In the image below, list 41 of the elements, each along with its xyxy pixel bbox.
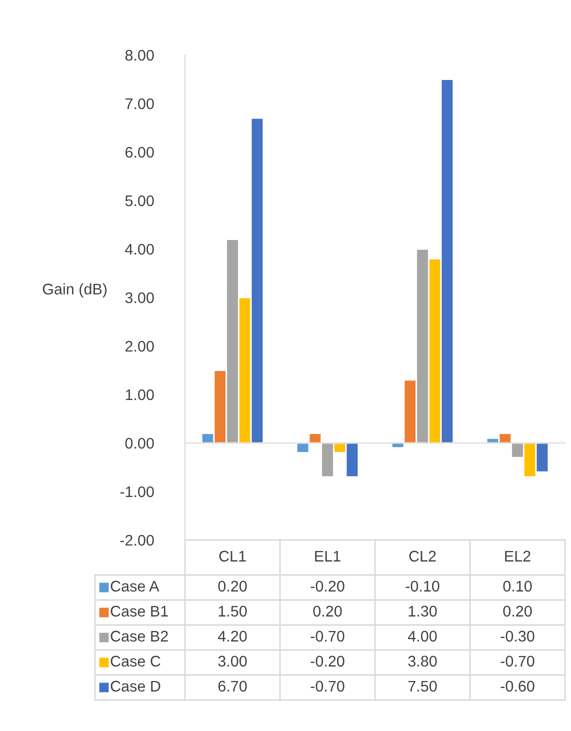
data-label: 0.10 [503, 580, 532, 592]
data-label: 1.30 [408, 606, 437, 617]
y-tick-label: 7.00 [125, 98, 154, 110]
y-tick-label: 1.00 [126, 389, 154, 400]
y-tick-label: 6.00 [125, 146, 154, 158]
x-tick-label: CL2 [409, 550, 436, 562]
data-label: -0.70 [310, 630, 344, 642]
y-tick-label: 5.00 [125, 195, 154, 206]
data-label: 1.50 [218, 606, 247, 617]
data-label: 0.20 [313, 606, 342, 617]
data-label: -0.10 [406, 580, 440, 592]
y-tick-label: 3.00 [125, 292, 154, 304]
data-label: 0.20 [503, 606, 532, 617]
data-label: -0.60 [500, 680, 534, 692]
data-label: 4.00 [408, 630, 437, 642]
data-label: 7.50 [408, 680, 437, 692]
y-tick-label: 8.00 [125, 50, 154, 61]
legend-label: Case A [110, 580, 160, 592]
data-label: 0.20 [218, 580, 247, 592]
data-label: -0.20 [310, 580, 344, 592]
legend-label: Case B1 [110, 606, 168, 617]
x-tick-label: CL1 [219, 550, 246, 562]
x-tick-label: EL2 [505, 550, 530, 562]
data-label: -0.70 [500, 656, 534, 667]
data-label: -0.20 [310, 656, 344, 667]
data-label: -0.30 [500, 630, 534, 642]
data-label: 6.70 [218, 680, 247, 692]
data-label: 3.00 [218, 656, 247, 667]
y-axis-title: Gain (dB) [42, 283, 107, 298]
data-label: 4.20 [218, 630, 247, 642]
legend-label: Case C [110, 656, 160, 667]
legend-label: Case D [110, 680, 160, 692]
y-tick-label: 0.00 [125, 438, 154, 449]
y-tick-label: 2.00 [125, 340, 154, 352]
data-label: -0.70 [310, 680, 344, 692]
y-tick-label: -2.00 [120, 534, 154, 546]
data-label: 3.80 [408, 656, 437, 667]
y-tick-label: -1.00 [120, 486, 154, 498]
legend-label: Case B2 [110, 630, 168, 642]
y-tick-label: 4.00 [125, 244, 154, 255]
x-tick-label: EL1 [315, 550, 340, 562]
